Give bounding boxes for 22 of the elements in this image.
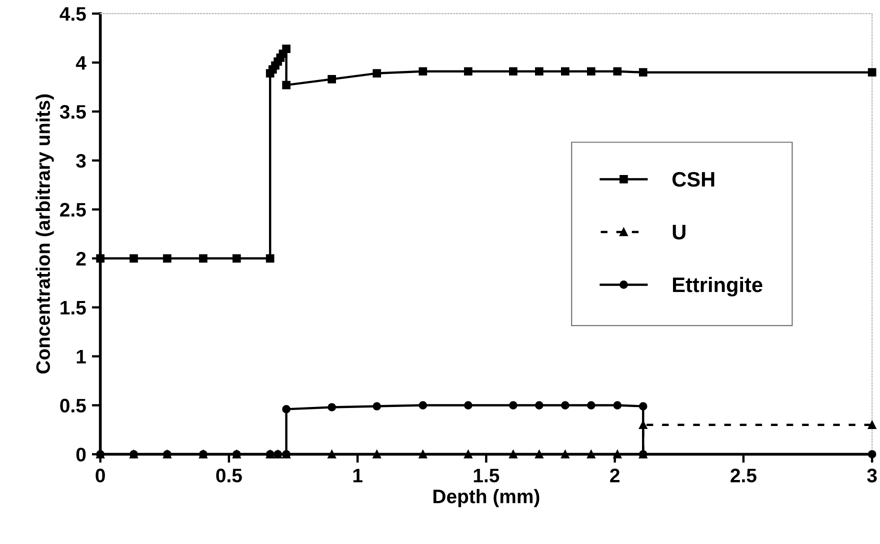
y-tick-label: 3 — [76, 154, 86, 168]
x-tick-label: 2.5 — [730, 468, 756, 482]
y-tick-label: 3.5 — [60, 104, 86, 119]
y-tick-label: 4 — [76, 56, 86, 70]
x-tick-label: 2 — [610, 468, 620, 482]
y-tick-label: 2 — [76, 252, 86, 266]
legend-label: CSH — [672, 172, 714, 187]
x-tick-label: 0.5 — [216, 468, 242, 482]
y-axis-title: Concentration (arbitrary units) — [36, 94, 54, 374]
x-tick-label: 0 — [96, 468, 105, 482]
legend-label: U — [672, 224, 686, 240]
y-tick-label: 2.5 — [60, 202, 86, 217]
y-tick-label: 1.5 — [60, 301, 86, 315]
x-tick-label: 1 — [353, 468, 362, 482]
y-tick-label: 0 — [76, 448, 86, 462]
y-tick-label: 0.5 — [60, 398, 86, 413]
x-tick-label: 1.5 — [474, 468, 500, 482]
x-tick-label: 3 — [867, 468, 877, 482]
y-tick-label: 1 — [76, 350, 86, 364]
y-tick-label: 4.5 — [60, 7, 86, 21]
x-axis-title: Depth (mm) — [433, 489, 540, 508]
legend-label: Ettringite — [673, 276, 762, 296]
